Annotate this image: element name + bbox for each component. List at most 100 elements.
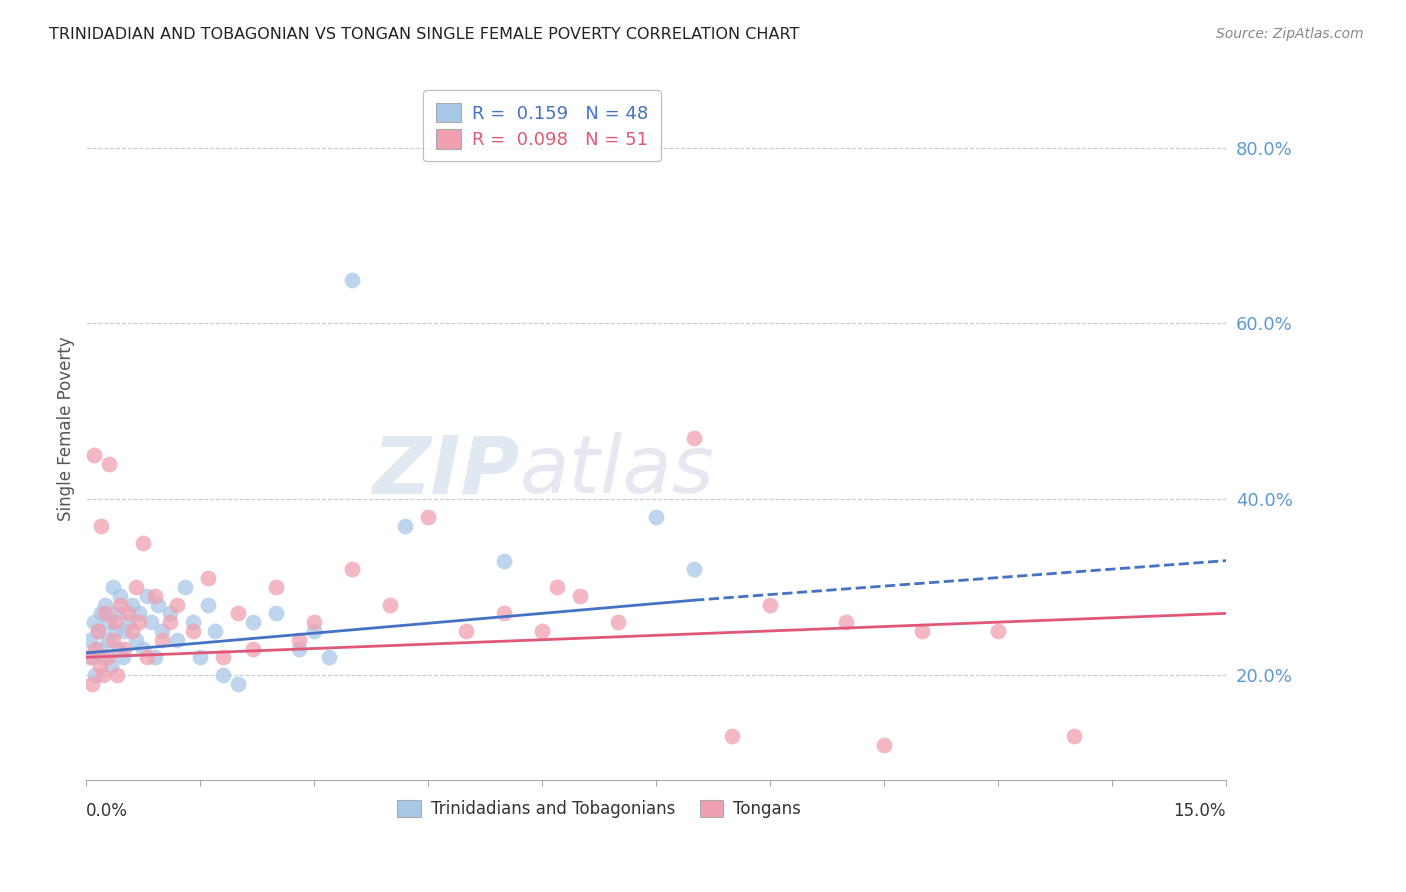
Point xyxy=(124,632,146,647)
Point xyxy=(226,676,249,690)
Point xyxy=(79,650,101,665)
Point xyxy=(759,598,782,612)
Text: 0.0%: 0.0% xyxy=(86,802,128,821)
Point xyxy=(148,598,170,612)
Point xyxy=(721,730,744,744)
Point xyxy=(873,738,896,752)
Point xyxy=(166,632,188,647)
Point xyxy=(143,650,166,665)
Point xyxy=(645,509,668,524)
Point xyxy=(104,615,127,629)
Point xyxy=(86,624,108,638)
Point xyxy=(91,668,114,682)
Point xyxy=(121,598,143,612)
Legend: Trinidadians and Tobagonians, Tongans: Trinidadians and Tobagonians, Tongans xyxy=(391,793,808,825)
Text: Source: ZipAtlas.com: Source: ZipAtlas.com xyxy=(1216,27,1364,41)
Point xyxy=(342,562,364,576)
Point xyxy=(607,615,630,629)
Point xyxy=(97,650,120,665)
Point xyxy=(166,598,188,612)
Point xyxy=(226,607,249,621)
Point xyxy=(318,650,340,665)
Point xyxy=(159,615,181,629)
Point xyxy=(117,615,139,629)
Point xyxy=(132,641,155,656)
Point xyxy=(128,615,150,629)
Point xyxy=(302,615,325,629)
Point xyxy=(242,615,264,629)
Point xyxy=(117,607,139,621)
Point xyxy=(212,650,235,665)
Point xyxy=(107,641,129,656)
Point xyxy=(494,554,516,568)
Point xyxy=(105,668,128,682)
Point xyxy=(264,607,287,621)
Text: 15.0%: 15.0% xyxy=(1174,802,1226,821)
Point xyxy=(683,431,706,445)
Point xyxy=(101,632,124,647)
Point xyxy=(100,659,122,673)
Point xyxy=(264,580,287,594)
Point xyxy=(159,607,181,621)
Point xyxy=(197,571,219,585)
Point xyxy=(242,641,264,656)
Point xyxy=(181,615,204,629)
Point xyxy=(212,668,235,682)
Point xyxy=(128,607,150,621)
Point xyxy=(121,624,143,638)
Point xyxy=(139,615,162,629)
Point xyxy=(546,580,568,594)
Text: TRINIDADIAN AND TOBAGONIAN VS TONGAN SINGLE FEMALE POVERTY CORRELATION CHART: TRINIDADIAN AND TOBAGONIAN VS TONGAN SIN… xyxy=(49,27,800,42)
Point xyxy=(111,650,134,665)
Point xyxy=(494,607,516,621)
Point xyxy=(288,641,311,656)
Point xyxy=(197,598,219,612)
Point xyxy=(342,272,364,286)
Point xyxy=(132,536,155,550)
Point xyxy=(911,624,934,638)
Point xyxy=(91,650,114,665)
Point xyxy=(98,615,121,629)
Point xyxy=(136,589,159,603)
Point xyxy=(90,518,112,533)
Point xyxy=(83,448,105,462)
Point xyxy=(987,624,1010,638)
Text: ZIP: ZIP xyxy=(373,432,519,510)
Point xyxy=(82,650,104,665)
Point xyxy=(105,607,128,621)
Point xyxy=(302,624,325,638)
Point xyxy=(174,580,197,594)
Point xyxy=(90,607,112,621)
Point xyxy=(101,580,124,594)
Point xyxy=(683,562,706,576)
Point xyxy=(204,624,226,638)
Point xyxy=(89,659,111,673)
Y-axis label: Single Female Poverty: Single Female Poverty xyxy=(58,336,75,521)
Point xyxy=(394,518,416,533)
Point xyxy=(84,641,107,656)
Point xyxy=(97,632,120,647)
Point xyxy=(569,589,592,603)
Point xyxy=(288,632,311,647)
Point xyxy=(110,589,132,603)
Point xyxy=(112,641,135,656)
Point xyxy=(83,615,105,629)
Point xyxy=(380,598,402,612)
Text: atlas: atlas xyxy=(519,432,714,510)
Point xyxy=(89,641,111,656)
Point xyxy=(136,650,159,665)
Point xyxy=(531,624,554,638)
Point xyxy=(150,632,173,647)
Point xyxy=(98,457,121,471)
Point xyxy=(94,598,117,612)
Point xyxy=(79,632,101,647)
Point xyxy=(82,676,104,690)
Point xyxy=(835,615,858,629)
Point xyxy=(188,650,211,665)
Point xyxy=(1063,730,1085,744)
Point xyxy=(112,624,135,638)
Point xyxy=(143,589,166,603)
Point xyxy=(94,607,117,621)
Point xyxy=(150,624,173,638)
Point xyxy=(84,668,107,682)
